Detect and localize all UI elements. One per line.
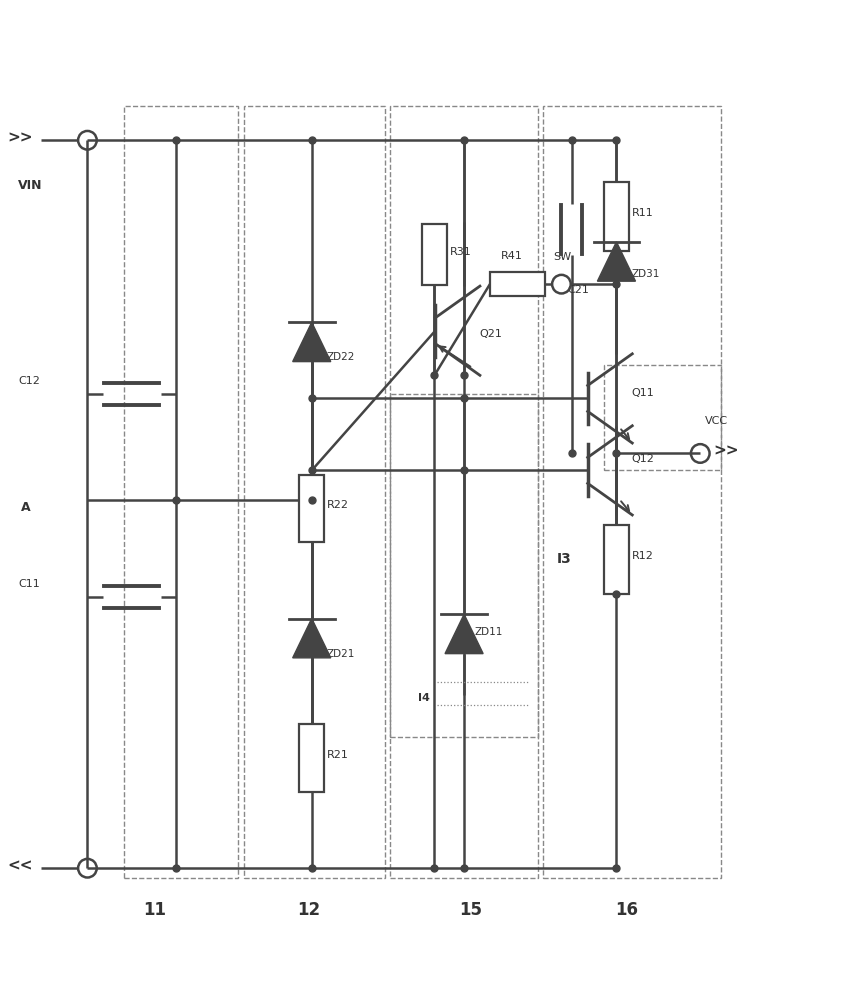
Bar xyxy=(390,106,538,878)
Polygon shape xyxy=(293,619,331,658)
Text: R41: R41 xyxy=(500,251,522,261)
Text: 15: 15 xyxy=(459,901,482,919)
Text: 16: 16 xyxy=(615,901,638,919)
Text: C12: C12 xyxy=(18,376,40,386)
Bar xyxy=(299,475,325,542)
Polygon shape xyxy=(293,322,331,362)
Text: >>: >> xyxy=(7,130,32,145)
Text: VCC: VCC xyxy=(705,416,728,426)
Polygon shape xyxy=(597,242,636,281)
Text: ZD22: ZD22 xyxy=(327,352,355,362)
Text: SW: SW xyxy=(553,252,571,262)
Text: Q11: Q11 xyxy=(631,388,654,398)
Text: R31: R31 xyxy=(450,247,471,257)
Text: ZD11: ZD11 xyxy=(475,627,503,637)
Text: 12: 12 xyxy=(297,901,320,919)
Text: C21: C21 xyxy=(567,285,590,295)
Text: R22: R22 xyxy=(327,500,349,510)
Polygon shape xyxy=(445,614,483,654)
Bar xyxy=(543,106,721,878)
Bar xyxy=(390,394,538,737)
Text: A: A xyxy=(21,501,31,514)
Text: ZD31: ZD31 xyxy=(631,269,660,279)
Bar xyxy=(422,224,447,285)
Bar xyxy=(124,106,238,878)
Text: R12: R12 xyxy=(631,551,653,561)
Text: R11: R11 xyxy=(631,208,653,218)
Bar xyxy=(490,272,545,296)
Text: >>: >> xyxy=(714,443,740,458)
Bar xyxy=(299,724,325,792)
Text: I4: I4 xyxy=(417,693,429,703)
Bar xyxy=(604,525,629,594)
Text: Q21: Q21 xyxy=(480,329,502,339)
Text: VIN: VIN xyxy=(18,179,43,192)
Text: Q12: Q12 xyxy=(631,454,654,464)
Bar xyxy=(604,182,629,251)
Text: R21: R21 xyxy=(327,750,348,760)
Bar xyxy=(604,365,721,470)
Text: <<: << xyxy=(7,858,32,873)
Text: I3: I3 xyxy=(557,552,572,566)
Text: C11: C11 xyxy=(18,579,40,589)
Bar xyxy=(244,106,385,878)
Text: ZD21: ZD21 xyxy=(327,649,355,659)
Text: 11: 11 xyxy=(144,901,167,919)
